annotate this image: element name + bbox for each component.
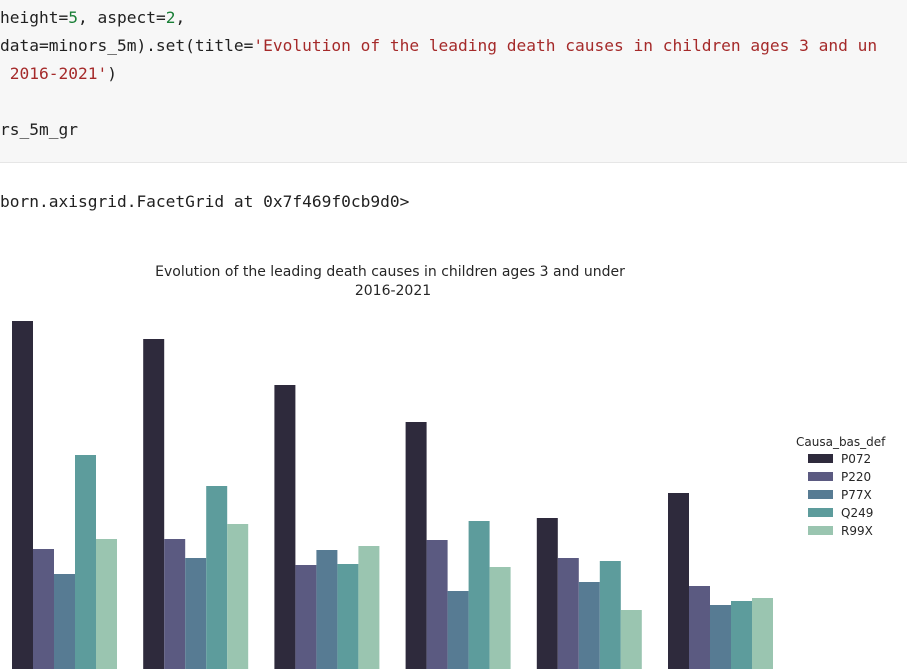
code-token: ) [107, 64, 117, 83]
bar-r99x [96, 539, 117, 669]
bar-p220 [557, 558, 579, 669]
code-token: 5 [68, 8, 78, 27]
bar-p77x [185, 558, 207, 669]
bar-q249 [75, 455, 96, 669]
code-line-2: data=minors_5m).set(title='Evolution of … [0, 36, 877, 55]
cell-output-repr: born.axisgrid.FacetGrid at 0x7f469f0cb9d… [0, 192, 410, 211]
bar-r99x [620, 610, 642, 669]
legend-label: P77X [841, 488, 872, 502]
bar-q249 [206, 486, 228, 669]
legend: Causa_bas_def P072 P220 P77X Q249 R99X [796, 435, 886, 538]
bar-p220 [426, 540, 448, 669]
legend-label: R99X [841, 524, 873, 538]
bar-p77x [578, 582, 600, 669]
chart-title-line-2: 2016-2021 [355, 283, 431, 299]
bar-p220 [295, 565, 317, 669]
bar-p77x [54, 574, 75, 669]
chart-title-line-1: Evolution of the leading death causes in… [155, 264, 625, 280]
legend-title: Causa_bas_def [796, 435, 886, 449]
legend-swatch [808, 454, 833, 463]
bar-r99x [227, 524, 249, 669]
bar-p072 [12, 321, 33, 669]
code-line-3: 2016-2021') [0, 64, 117, 83]
legend-swatch [808, 490, 833, 499]
bar-p220 [33, 549, 54, 669]
legend-swatch [808, 508, 833, 517]
bar-r99x [358, 546, 380, 669]
code-string: 'Evolution of the leading death causes i… [253, 36, 878, 55]
bar-p072 [405, 422, 427, 669]
bar-q249 [731, 601, 752, 669]
code-string: 2016-2021' [0, 64, 108, 83]
bar-p072 [143, 339, 165, 669]
bar-p77x [316, 550, 338, 669]
code-token: , [175, 8, 186, 27]
code-line-1: height=5, aspect=2, [0, 8, 185, 27]
bar-q249 [599, 561, 621, 669]
bar-p072 [668, 493, 689, 669]
code-token: 2 [165, 8, 176, 27]
bar-p77x [710, 605, 731, 669]
code-cell[interactable]: height=5, aspect=2, data=minors_5m).set(… [0, 0, 907, 163]
bar-q249 [337, 564, 359, 669]
bar-p220 [164, 539, 186, 669]
bar-p77x [447, 591, 469, 669]
bars-group [12, 321, 773, 669]
legend-label: P072 [841, 452, 871, 466]
legend-swatch [808, 472, 833, 481]
bar-chart: Evolution of the leading death causes in… [12, 264, 886, 669]
bar-p220 [689, 586, 710, 669]
legend-swatch [808, 526, 833, 535]
code-token: , aspect= [77, 8, 166, 27]
bar-r99x [752, 598, 773, 669]
bar-p072 [536, 518, 558, 669]
legend-label: Q249 [841, 506, 873, 520]
code-token: data=minors_5m).set(title= [0, 36, 254, 55]
bar-p072 [274, 385, 296, 669]
code-line-4: rs_5m_gr [0, 120, 78, 139]
legend-label: P220 [841, 470, 871, 484]
legend-items: P072 P220 P77X Q249 R99X [808, 452, 873, 538]
bar-r99x [489, 567, 511, 669]
code-token: height= [0, 8, 69, 27]
bar-q249 [468, 521, 490, 669]
